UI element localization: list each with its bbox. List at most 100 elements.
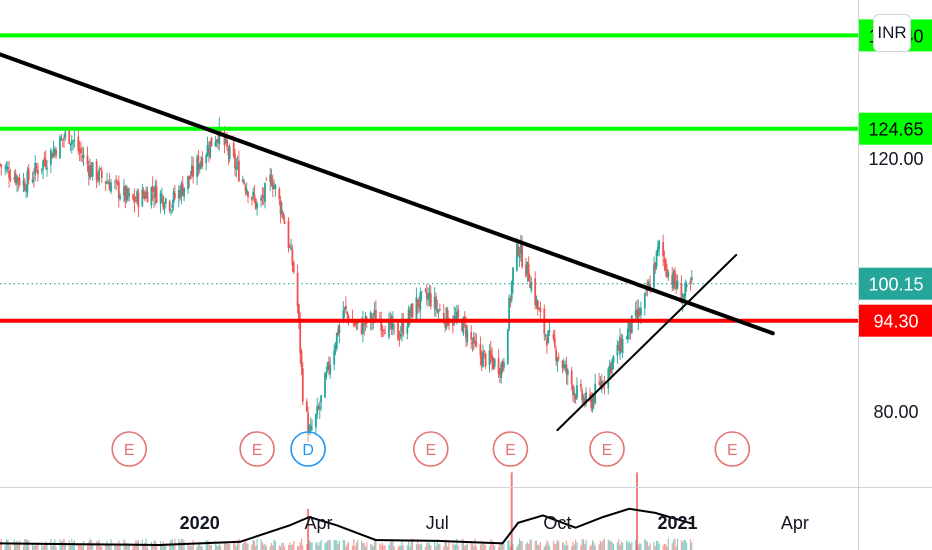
candle [187,175,189,194]
candle [406,321,409,340]
volume-bar [481,540,483,550]
volume-bar [325,542,327,550]
volume-bar [92,543,94,550]
candle-body [298,304,300,322]
volume-bar [565,540,568,550]
volume-bar [499,541,501,550]
candle [573,386,576,404]
candle-body [409,313,411,317]
volume-bar [187,545,189,550]
candle [337,324,339,337]
candle-body [509,298,512,301]
candle-body [68,128,71,144]
candle-body [539,308,542,312]
volume-bar [465,545,467,550]
volume-bar [80,544,82,550]
candle [198,163,201,174]
candle [90,162,93,178]
candle [154,179,157,206]
candle [99,167,102,171]
candle-body [177,189,180,199]
candle-body [419,292,422,310]
volume-bar [298,545,300,550]
candle-body [325,371,328,377]
volume-bar [208,541,210,550]
candle-body [616,344,619,356]
volume-bar [501,544,504,550]
volume-bar [547,542,549,550]
candle-body [270,176,273,186]
event-circle [492,431,529,467]
volume-bar [644,538,646,550]
volume-bar [483,543,485,550]
candle [0,163,3,176]
volume-bar [79,543,81,550]
candle [617,341,620,351]
candle [556,356,559,372]
candle [4,163,7,176]
volume-bar [375,538,377,550]
candle-body [547,330,550,344]
candle-body [197,155,200,170]
earnings-marker: E [412,431,449,467]
level-tag-bg [858,112,932,145]
candle [261,187,264,205]
candle-body [436,308,439,312]
volume-bar [4,545,6,550]
candle [123,178,125,203]
volume-bar [128,545,130,550]
volume-bar [201,546,203,550]
candle [630,315,633,334]
volume-bar [273,539,275,550]
candle-body [316,406,319,415]
candle [338,322,341,344]
volume-bar [133,544,135,550]
volume-bar [260,539,262,550]
currency-button[interactable]: INR [873,14,911,52]
candle-body [466,329,469,342]
candle-body [676,280,679,289]
volume-bar [663,543,665,550]
candle [26,166,29,198]
candle [415,287,418,321]
candle [619,328,621,360]
candle [197,150,200,176]
candle [43,151,46,167]
volume-bar [397,546,399,550]
volume-bar [290,544,292,550]
candle-body [445,307,448,329]
candle-body [311,427,313,429]
candle-body [480,354,483,365]
candle-body [291,250,294,266]
candle-body [63,137,65,139]
candle-body [89,165,91,179]
volume-bar [408,541,410,550]
candle [97,171,99,183]
volume-bar [443,546,445,550]
candle-body [398,338,401,340]
event-circle [589,431,625,467]
volume-bar [512,544,514,550]
candle-body [219,129,222,134]
volume-bar [658,543,660,550]
candle-body [161,194,163,196]
candle [492,356,495,370]
candle-body [484,353,487,367]
volume-bar [552,540,555,550]
candle-body [525,264,527,277]
candle-body [402,320,405,335]
volume-bar [383,546,385,550]
candle-body [98,169,101,182]
candle [402,312,405,337]
candle [59,134,61,159]
candle [305,398,308,413]
candle [425,283,428,306]
volume-bar [618,538,620,550]
candle [283,215,286,225]
candle-body [573,392,576,395]
candle-body [97,177,99,179]
candle-body [576,385,578,398]
candle-body [125,188,128,201]
event-letter: E [124,442,135,459]
